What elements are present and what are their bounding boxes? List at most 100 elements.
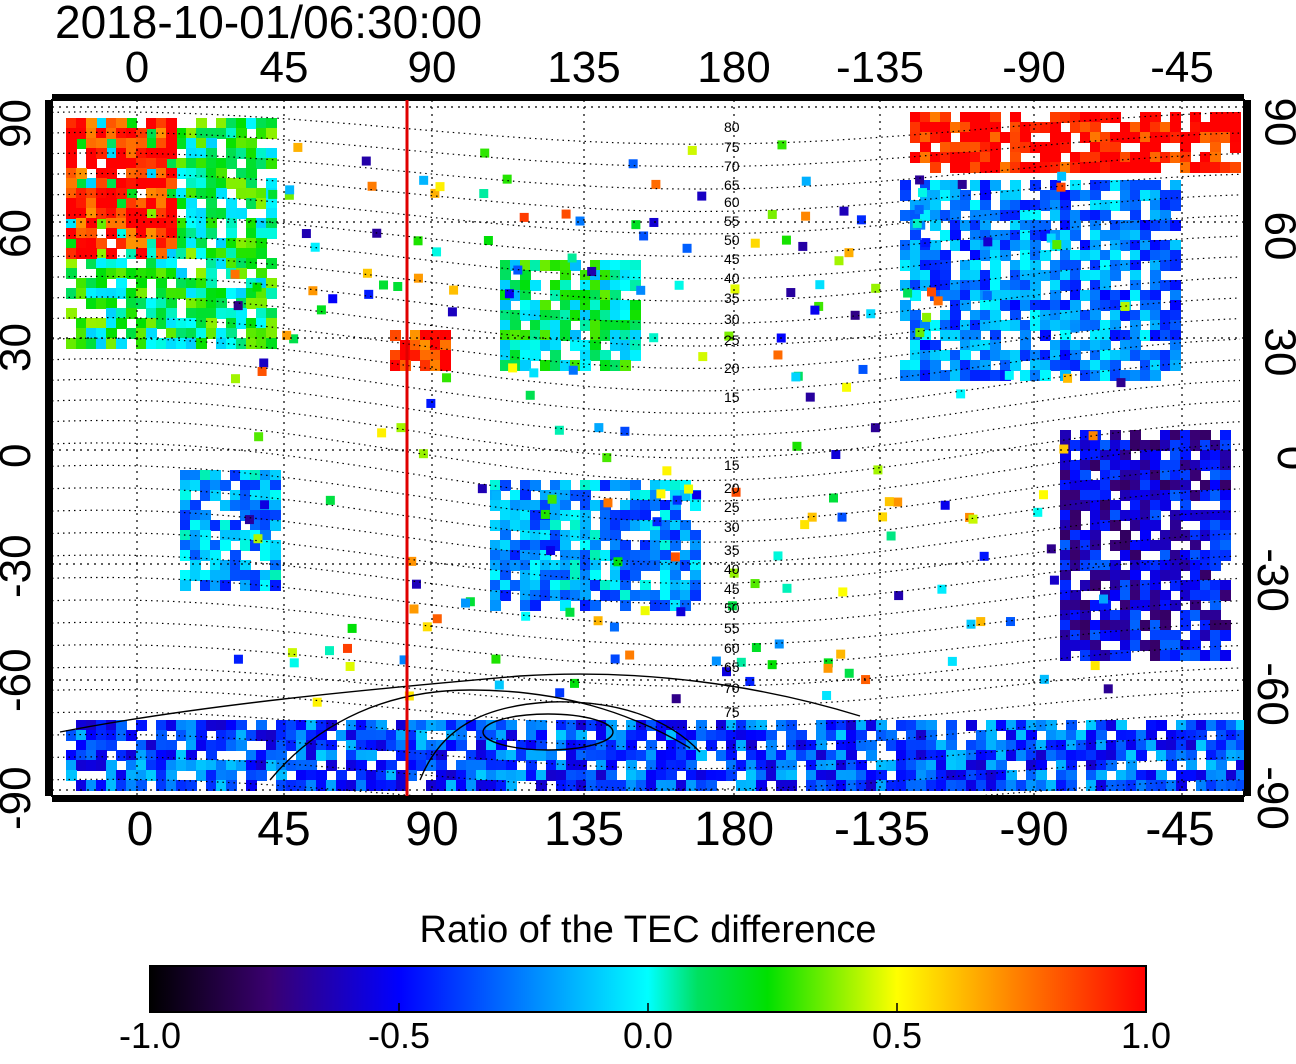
- tec-cell: [650, 530, 661, 541]
- tec-cell: [536, 750, 547, 761]
- tec-cell: [600, 280, 611, 291]
- tec-cell: [1140, 540, 1151, 551]
- tec-cell: [620, 340, 631, 351]
- tec-cell: [620, 600, 631, 611]
- tec-cell: [356, 750, 367, 761]
- tec-cell: [960, 152, 971, 163]
- tec-cell: [900, 260, 911, 271]
- magnetic-latitude-label: 80: [724, 119, 740, 135]
- tec-cell: [676, 740, 687, 751]
- tec-cell: [246, 168, 257, 179]
- tec-cell: [1110, 330, 1121, 341]
- tec-cell: [640, 590, 651, 601]
- tec-cell: [560, 290, 571, 301]
- tec-cell: [316, 770, 327, 781]
- tec-cell: [1090, 152, 1101, 163]
- tec-cell: [316, 730, 327, 741]
- tec-cell: [116, 318, 127, 329]
- tec-cell: [690, 530, 701, 541]
- tec-cell: [910, 240, 921, 251]
- tec-cell: [1030, 290, 1041, 301]
- tec-cell: [416, 720, 427, 731]
- tec-cell: [1090, 280, 1101, 291]
- tec-cell: [773, 551, 783, 561]
- tec-cell: [716, 730, 727, 741]
- tec-cell: [1096, 770, 1107, 781]
- tec-cell: [430, 350, 441, 361]
- tec-cell: [447, 307, 457, 317]
- tec-cell: [296, 720, 307, 731]
- tec-cell: [226, 128, 237, 139]
- tec-cell: [1150, 650, 1161, 661]
- lon-label-bottom: -135: [833, 803, 931, 856]
- tec-cell: [1130, 320, 1141, 331]
- tec-cell: [1170, 152, 1181, 163]
- tec-cell: [180, 520, 191, 531]
- tec-cell: [1120, 460, 1131, 471]
- tec-cell: [1110, 540, 1121, 551]
- tec-cell: [156, 238, 167, 249]
- tec-cell: [960, 132, 971, 143]
- tec-cell: [220, 480, 231, 491]
- tec-cell: [606, 780, 617, 791]
- tec-cell: [226, 318, 237, 329]
- tec-cell: [786, 730, 797, 741]
- tec-cell: [1170, 260, 1181, 271]
- magnetic-latitude-curve: [52, 487, 1241, 543]
- tec-cell: [483, 235, 493, 245]
- tec-cell: [496, 750, 507, 761]
- tec-cell: [640, 520, 651, 531]
- tec-cell: [1060, 300, 1071, 311]
- tec-cell: [156, 248, 167, 259]
- tec-cell: [186, 288, 197, 299]
- tec-cell: [226, 118, 237, 129]
- tec-cell: [270, 480, 281, 491]
- tec-cell: [926, 740, 937, 751]
- tec-cell: [86, 138, 97, 149]
- tec-cell: [76, 318, 87, 329]
- tec-cell: [990, 370, 1001, 381]
- tec-cell: [1206, 720, 1217, 731]
- tec-cell: [526, 750, 537, 761]
- tec-cell: [530, 350, 541, 361]
- tec-cell: [870, 423, 880, 433]
- tec-cell: [1096, 720, 1107, 731]
- tec-cell: [950, 220, 961, 231]
- tec-cell: [1020, 230, 1031, 241]
- tec-cell: [990, 180, 1001, 191]
- tec-cell: [620, 590, 631, 601]
- tec-cell: [190, 550, 201, 561]
- tec-cell: [1186, 750, 1197, 761]
- tec-cell: [1120, 200, 1131, 211]
- tec-cell: [636, 720, 647, 731]
- tec-cell: [1060, 310, 1071, 321]
- tec-cell: [146, 328, 157, 339]
- tec-cell: [116, 118, 127, 129]
- tec-cell: [166, 208, 177, 219]
- tec-cell: [1170, 460, 1181, 471]
- tec-cell: [156, 338, 167, 349]
- tec-cell: [226, 198, 237, 209]
- tec-cell: [106, 268, 117, 279]
- tec-cell: [420, 350, 431, 361]
- tec-cell: [536, 730, 547, 741]
- tec-cell: [1080, 340, 1091, 351]
- tec-cell: [126, 138, 137, 149]
- tec-cell: [506, 760, 517, 771]
- tec-cell: [1170, 122, 1181, 133]
- tec-cell: [910, 350, 921, 361]
- tec-cell: [990, 260, 1001, 271]
- tec-cell: [1130, 550, 1141, 561]
- tec-cell: [530, 300, 541, 311]
- tec-cell: [1046, 730, 1057, 741]
- tec-cell: [216, 760, 227, 771]
- tec-cell: [690, 590, 701, 601]
- tec-cell: [686, 740, 697, 751]
- tec-cell: [186, 188, 197, 199]
- tec-cell: [560, 280, 571, 291]
- tec-cell: [1096, 750, 1107, 761]
- tec-cell: [1110, 650, 1121, 661]
- tec-cell: [1160, 540, 1171, 551]
- tec-cell: [1036, 770, 1047, 781]
- tec-cell: [1090, 330, 1101, 341]
